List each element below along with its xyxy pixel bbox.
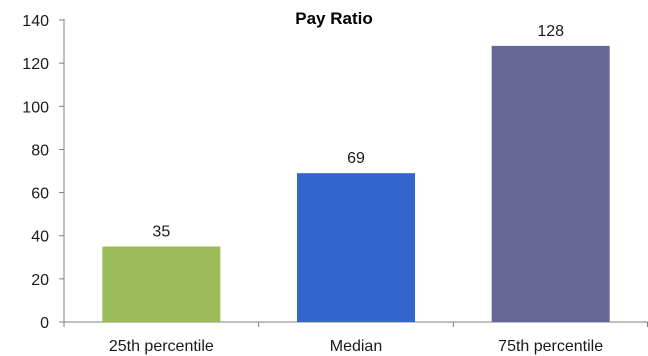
y-tick-label: 120: [22, 56, 49, 73]
x-category-label: Median: [330, 338, 382, 355]
data-label: 35: [152, 224, 170, 241]
y-tick-label: 60: [31, 186, 49, 203]
x-category-label: 75th percentile: [498, 338, 603, 355]
x-category-label: 25th percentile: [109, 338, 214, 355]
bar: [297, 173, 415, 322]
y-tick-label: 80: [31, 142, 49, 159]
chart-title: Pay Ratio: [295, 9, 372, 28]
bar: [491, 45, 610, 323]
data-label: 128: [537, 23, 564, 40]
bar-group: [102, 45, 610, 323]
data-label: 69: [347, 150, 365, 167]
y-tick-label: 40: [31, 229, 49, 246]
bar: [102, 246, 221, 322]
x-axis: 25th percentile Median 75th percentile: [63, 321, 648, 355]
y-tick-label: 20: [31, 272, 49, 289]
y-tick-label: 140: [22, 13, 49, 30]
y-axis: 0 20 40 60 80 100 120 140: [22, 13, 65, 332]
y-tick-label: 100: [22, 99, 49, 116]
y-tick-label: 0: [40, 315, 49, 332]
data-label-group: 35 69 128: [152, 23, 564, 241]
